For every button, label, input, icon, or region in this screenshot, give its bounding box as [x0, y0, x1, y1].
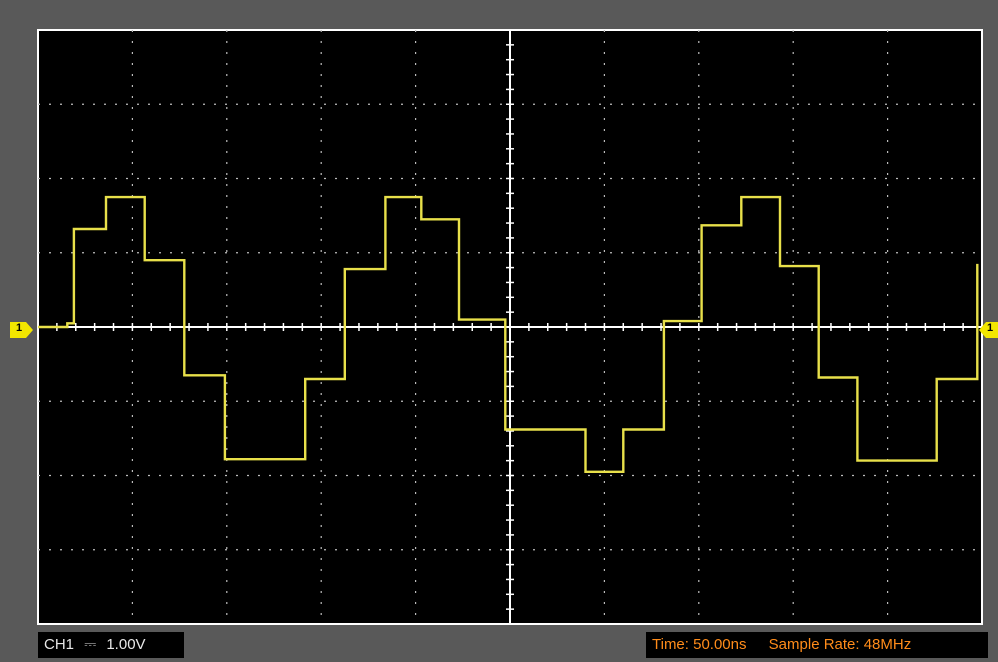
channel-label: CH1 [44, 636, 75, 653]
channel1-level-marker-right[interactable]: 1 [978, 321, 998, 339]
marker-right-label: 1 [987, 322, 994, 334]
marker-left-shape [10, 322, 33, 338]
volts-per-div: 1.00V [106, 636, 146, 653]
trace [38, 195, 979, 473]
channel1-level-marker-left[interactable]: 1 [8, 321, 34, 339]
marker-left-label: 1 [16, 322, 23, 334]
channel-status: CH1 ⎓ 1.00V [38, 632, 184, 658]
marker-right-shape [979, 322, 998, 338]
sample-rate: Sample Rate: 48MHz [768, 636, 912, 653]
timebase-status: Time: 50.00ns Sample Rate: 48MHz [646, 632, 988, 658]
center-axes [37, 29, 983, 625]
time-per-div: Time: 50.00ns [652, 636, 747, 653]
dc-coupling-icon: ⎓ [84, 636, 97, 653]
waveform-trace [38, 195, 979, 473]
